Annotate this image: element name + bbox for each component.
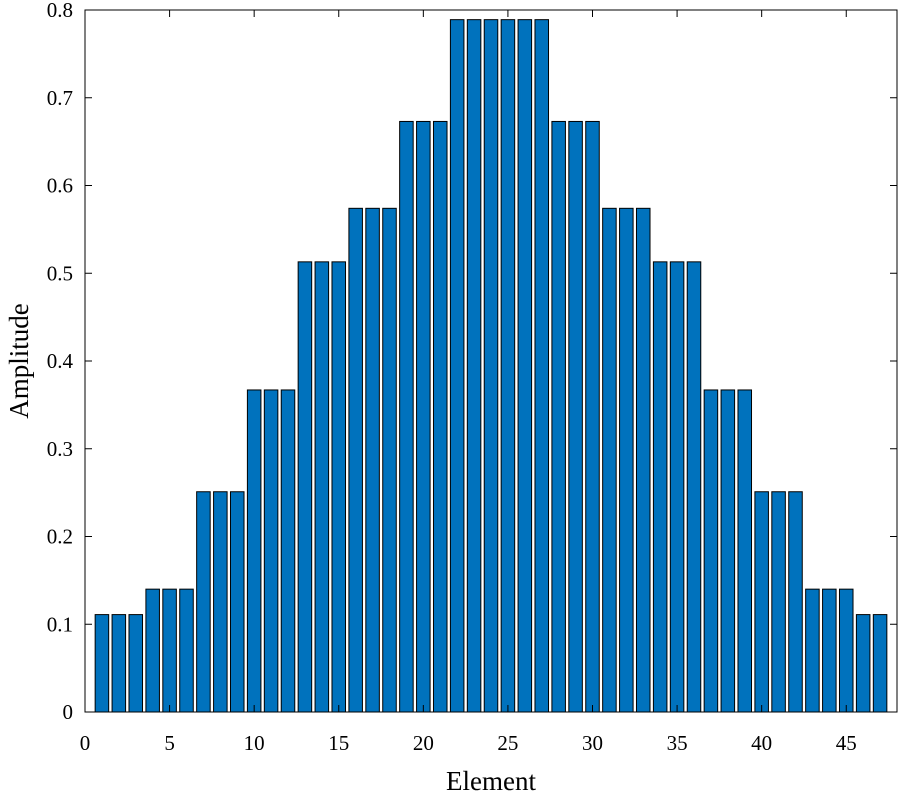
y-tick-label: 0.6 — [47, 174, 73, 198]
y-tick-label: 0 — [63, 700, 74, 724]
bar-element-46 — [855, 614, 871, 713]
x-tick-label: 25 — [497, 731, 518, 755]
bar-element-6 — [179, 588, 194, 713]
bar-element-5 — [162, 588, 177, 713]
bar-element-16 — [348, 207, 363, 713]
bar-element-40 — [754, 491, 769, 713]
y-tick-label: 0.1 — [47, 612, 73, 636]
bar-element-3 — [128, 614, 144, 713]
x-axis-label: Element — [446, 766, 536, 796]
y-tick-label: 0.4 — [47, 349, 74, 373]
y-tick-label: 0.7 — [47, 86, 73, 110]
x-tick-label: 20 — [413, 731, 434, 755]
bar-element-32 — [619, 207, 634, 713]
bar-element-14 — [314, 261, 330, 713]
bar-element-37 — [703, 389, 719, 713]
y-tick-label: 0.5 — [47, 261, 73, 285]
bar-element-28 — [551, 120, 566, 713]
x-tick-label: 10 — [244, 731, 265, 755]
bars-group — [94, 19, 888, 713]
bar-element-4 — [145, 588, 160, 713]
bar-element-41 — [771, 491, 786, 713]
bar-element-39 — [737, 389, 753, 713]
bar-element-2 — [111, 614, 127, 713]
bar-element-11 — [263, 389, 279, 713]
y-axis-label: Amplitude — [4, 303, 34, 419]
bar-element-10 — [246, 389, 262, 713]
bar-element-13 — [297, 261, 313, 713]
x-tick-label: 40 — [751, 731, 772, 755]
bar-element-25 — [500, 19, 516, 713]
bar-element-43 — [805, 588, 820, 713]
bar-element-24 — [483, 19, 499, 713]
bar-element-21 — [432, 120, 448, 713]
bar-element-12 — [280, 389, 296, 713]
bar-element-47 — [872, 614, 888, 713]
bar-element-22 — [449, 19, 465, 713]
y-tick-label: 0.3 — [47, 437, 73, 461]
bar-element-45 — [838, 588, 854, 713]
x-tick-label: 35 — [667, 731, 688, 755]
x-tick-label: 45 — [836, 731, 857, 755]
bar-element-23 — [466, 19, 482, 713]
bar-element-1 — [94, 614, 110, 713]
y-tick-label: 0.2 — [47, 525, 73, 549]
bar-element-42 — [788, 491, 803, 713]
bar-element-34 — [652, 261, 668, 713]
bar-element-27 — [534, 19, 550, 713]
bar-element-9 — [229, 491, 245, 713]
bar-element-20 — [416, 120, 431, 713]
bar-element-38 — [720, 389, 736, 713]
bar-element-30 — [585, 120, 600, 713]
bar-element-44 — [822, 588, 837, 713]
y-tick-label: 0.8 — [47, 0, 73, 22]
bar-element-15 — [331, 261, 347, 713]
x-tick-label: 30 — [582, 731, 603, 755]
x-tick-label: 0 — [80, 731, 91, 755]
x-tick-labels: 0 5 10 15 20 25 30 35 40 45 — [80, 731, 857, 755]
y-tick-labels: 0 0.1 0.2 0.3 0.4 0.5 0.6 0.7 0.8 — [47, 0, 74, 724]
bar-element-33 — [635, 207, 651, 713]
x-tick-label: 15 — [328, 731, 349, 755]
bar-element-35 — [669, 261, 685, 713]
bar-element-18 — [382, 207, 397, 713]
bar-element-31 — [602, 207, 617, 713]
x-tick-label: 5 — [164, 731, 175, 755]
bar-element-17 — [365, 207, 380, 713]
bar-element-8 — [213, 491, 228, 713]
bar-element-36 — [686, 261, 702, 713]
bar-element-26 — [517, 19, 533, 713]
bar-element-7 — [196, 491, 211, 713]
axis-ticks — [84, 9, 897, 713]
bar-element-19 — [399, 120, 414, 713]
bar-element-29 — [568, 120, 583, 713]
